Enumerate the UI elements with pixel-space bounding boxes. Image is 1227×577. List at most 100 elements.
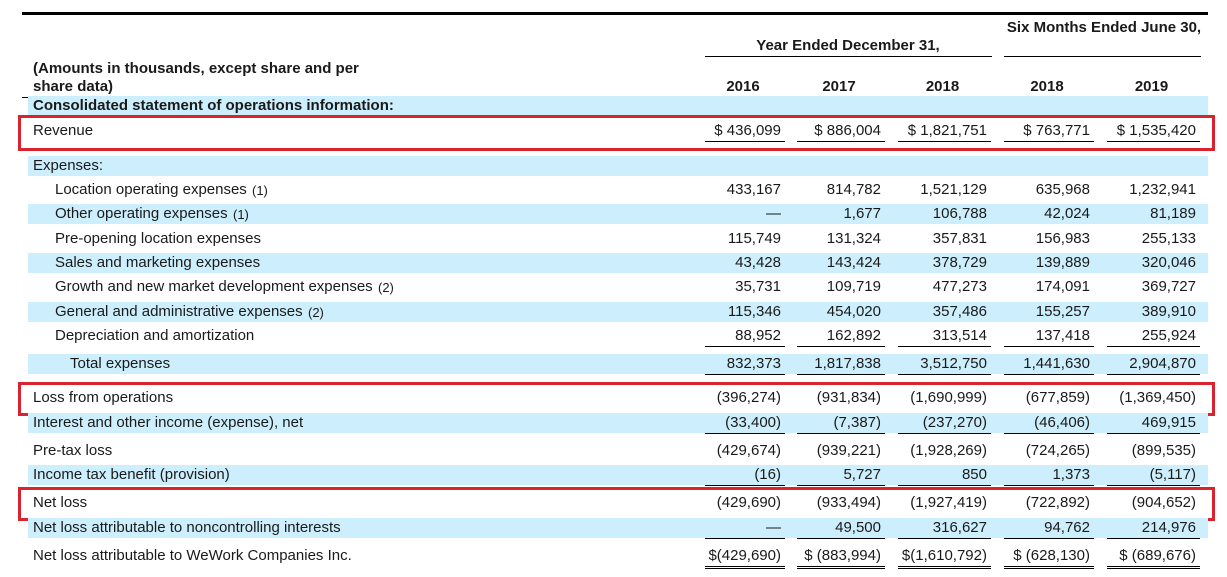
row-label: Growth and new market development expens…: [55, 278, 373, 295]
row-label: Interest and other income (expense), net: [33, 414, 304, 431]
cell-rule: [1004, 374, 1094, 375]
cell-value: 43,428: [735, 254, 781, 271]
cell-value: 156,983: [1035, 230, 1090, 247]
row-shade: [28, 253, 1208, 273]
cell-value: 35,731: [735, 278, 781, 295]
cell-value: (46,406): [1034, 414, 1090, 431]
footnote-ref: (1): [233, 207, 249, 222]
cell-value: 5,727: [843, 466, 881, 483]
row-label: Other operating expenses: [55, 205, 228, 222]
cell-rule: [1107, 566, 1200, 569]
cell-rule: [705, 433, 785, 434]
highlight-box: [18, 115, 1215, 151]
cell-value: 162,892: [826, 327, 881, 344]
cell-value: (237,270): [922, 414, 987, 431]
cell-value: $ 886,004: [814, 122, 881, 139]
cell-value: 832,373: [726, 355, 781, 372]
cell-value: (16): [754, 466, 781, 483]
cell-value: 106,788: [932, 205, 987, 222]
cell-rule: [797, 433, 885, 434]
cell-value: 1,441,630: [1023, 355, 1090, 372]
cell-value: $ (689,676): [1119, 547, 1196, 564]
cell-rule: [1004, 485, 1094, 486]
row-label: General and administrative expenses: [55, 303, 303, 320]
cell-value: 174,091: [1035, 278, 1090, 295]
cell-value: (1,927,419): [910, 494, 987, 511]
cell-value: (933,494): [816, 494, 881, 511]
cell-rule: [797, 566, 885, 569]
rule: [705, 56, 992, 57]
cell-value: 320,046: [1141, 254, 1196, 271]
cell-rule: [898, 538, 991, 539]
row-shade: [28, 413, 1208, 433]
footnote-ref: (1): [252, 183, 268, 198]
cell-value: 313,514: [932, 327, 987, 344]
row-label: Location operating expenses: [55, 181, 247, 198]
cell-value: 1,521,129: [920, 181, 987, 198]
cell-value: 155,257: [1035, 303, 1090, 320]
row-label: Sales and marketing expenses: [55, 254, 261, 271]
cell-rule: [1107, 433, 1200, 434]
cell-rule: [705, 485, 785, 486]
cell-rule: [898, 346, 991, 347]
cell-value: 357,831: [932, 230, 987, 247]
cell-value: 255,924: [1141, 327, 1196, 344]
cell-value: $(429,690): [708, 547, 781, 564]
cell-value: 109,719: [826, 278, 881, 295]
cell-rule: [1107, 485, 1200, 486]
cell-value: 94,762: [1044, 519, 1090, 536]
cell-rule: [705, 374, 785, 375]
row-label: Total expenses: [70, 355, 171, 372]
row-shade: [28, 204, 1208, 224]
cell-value: 1,232,941: [1129, 181, 1196, 198]
cell-rule: [797, 538, 885, 539]
caption: (Amounts in thousands, except share and …: [33, 60, 359, 95]
cell-value: —: [766, 519, 781, 536]
row-label: Net loss attributable to WeWork Companie…: [33, 547, 352, 564]
row-shade: [28, 354, 1208, 374]
footnote-ref: (2): [308, 305, 324, 320]
cell-value: (7,387): [833, 414, 881, 431]
row-label: Net loss attributable to noncontrolling …: [33, 519, 341, 536]
cell-value: 1,373: [1052, 466, 1090, 483]
cell-value: (429,674): [716, 442, 781, 459]
cell-value: 49,500: [835, 519, 881, 536]
cell-value: —: [766, 205, 781, 222]
cell-value: (722,892): [1025, 494, 1090, 511]
cell-value: 635,968: [1035, 181, 1090, 198]
cell-value: $ 763,771: [1023, 122, 1090, 139]
cell-value: (724,265): [1025, 442, 1090, 459]
cell-value: 369,727: [1141, 278, 1196, 295]
cell-value: $ (883,994): [804, 547, 881, 564]
cell-value: 477,273: [932, 278, 987, 295]
cell-value: 454,020: [826, 303, 881, 320]
row-label: Pre-tax loss: [33, 442, 113, 459]
cell-value: 357,486: [932, 303, 987, 320]
row-shade: [28, 302, 1208, 322]
row-label: Expenses:: [33, 157, 104, 174]
cell-rule: [705, 538, 785, 539]
row-label: Consolidated statement of operations inf…: [33, 97, 394, 114]
cell-value: 81,189: [1150, 205, 1196, 222]
cell-value: 378,729: [932, 254, 987, 271]
cell-rule: [705, 141, 785, 142]
cell-rule: [797, 346, 885, 347]
cell-value: (931,834): [816, 389, 881, 406]
cell-value: 3,512,750: [920, 355, 987, 372]
cell-rule: [898, 374, 991, 375]
cell-value: (429,690): [716, 494, 781, 511]
cell-rule: [705, 346, 785, 347]
cell-rule: [898, 141, 991, 142]
row-label: Loss from operations: [33, 389, 174, 406]
footnote-ref: (2): [378, 280, 394, 295]
cell-value: $ 1,535,420: [1116, 122, 1196, 139]
cell-rule: [898, 485, 991, 486]
cell-value: 850: [961, 466, 987, 483]
row-shade: [28, 465, 1208, 485]
cell-value: $(1,610,792): [901, 547, 987, 564]
cell-value: 115,749: [727, 230, 781, 247]
cell-value: $ (628,130): [1013, 547, 1090, 564]
row-shade: [28, 96, 1208, 116]
cell-value: 143,424: [826, 254, 881, 271]
